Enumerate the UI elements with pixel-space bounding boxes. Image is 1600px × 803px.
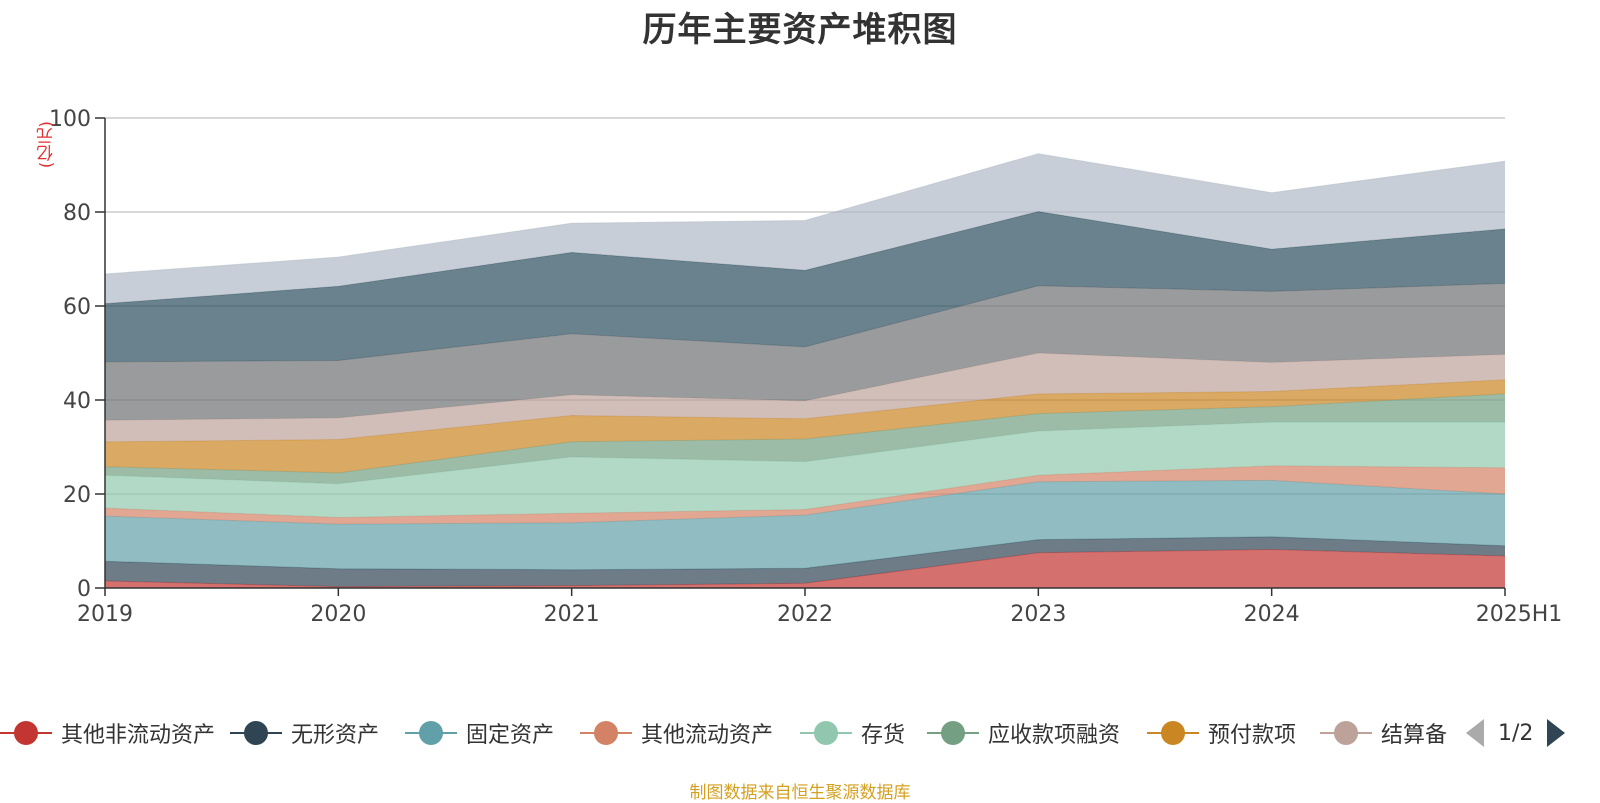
legend-item-8[interactable]: 结算备 <box>1320 715 1447 751</box>
y-tick-label-40: 40 <box>63 389 91 414</box>
legend-marker-icon <box>927 718 979 748</box>
legend-item-2[interactable]: 无形资产 <box>230 715 379 751</box>
area-series-2 <box>105 536 1505 587</box>
area-layer <box>104 153 1506 588</box>
legend-label: 应收款项融资 <box>988 723 1121 748</box>
legend-marker-icon <box>1147 718 1199 748</box>
legend-label: 无形资产 <box>291 723 380 748</box>
data-source-note: 制图数据来自恒生聚源数据库 <box>689 783 911 803</box>
area-series-11 <box>105 153 1505 304</box>
legend-marker-icon <box>580 718 632 748</box>
area-series-10 <box>105 211 1505 362</box>
legend-label: 存货 <box>861 723 906 748</box>
legend-label: 其他非流动资产 <box>61 723 216 748</box>
legend-marker-icon <box>1320 718 1372 748</box>
legend-label: 固定资产 <box>466 723 555 748</box>
x-tick-label-2024: 2024 <box>1244 602 1300 627</box>
legend-marker-icon <box>230 718 282 748</box>
x-tick-label-2025H1: 2025H1 <box>1476 602 1563 627</box>
area-series-9 <box>105 283 1505 421</box>
axis-layer: 0 20 40 60 80 100 2019 2020 2021 2022 2023 2024 2025… <box>49 107 1562 627</box>
y-tick-label-80: 80 <box>63 201 91 226</box>
legend: 其他非流动资产 无形资产 固定资产 其他流动资产 存货 应收款项融资 预付款项 结算备 1/2 <box>0 715 1600 755</box>
x-tick-label-2021: 2021 <box>544 602 600 627</box>
legend-label: 预付款项 <box>1208 723 1297 748</box>
x-tick-label-2020: 2020 <box>310 602 366 627</box>
legend-marker-icon <box>800 718 852 748</box>
area-series-1 <box>105 549 1505 588</box>
legend-next-page-button[interactable] <box>1547 719 1566 747</box>
area-series-4 <box>105 465 1505 525</box>
area-series-7 <box>105 379 1505 473</box>
y-axis-unit-label: (亿元) <box>37 121 57 169</box>
legend-items: 其他非流动资产 无形资产 固定资产 其他流动资产 存货 应收款项融资 预付款项 结算备 <box>0 715 1455 755</box>
x-tick-label-2019: 2019 <box>77 602 133 627</box>
chart-title: 历年主要资产堆积图 <box>642 10 958 50</box>
legend-item-1[interactable]: 其他非流动资产 <box>0 715 215 751</box>
legend-prev-page-button[interactable] <box>1466 719 1484 747</box>
area-series-6 <box>105 393 1505 484</box>
legend-pager: 1/2 <box>1466 715 1566 751</box>
legend-item-4[interactable]: 其他流动资产 <box>580 715 773 751</box>
legend-marker-icon <box>0 718 52 748</box>
y-tick-label-60: 60 <box>63 295 91 320</box>
x-tick-label-2022: 2022 <box>777 602 833 627</box>
y-tick-label-100: 100 <box>49 107 91 132</box>
stacked-area-chart: 0 20 40 60 80 100 2019 2020 2021 2022 2023 2024 2025… <box>49 107 1562 627</box>
y-tick-label-20: 20 <box>63 483 91 508</box>
x-tick-label-2023: 2023 <box>1010 602 1066 627</box>
legend-label: 结算备 <box>1381 723 1448 748</box>
area-series-3 <box>105 480 1505 570</box>
legend-marker-icon <box>405 718 457 748</box>
legend-item-5[interactable]: 存货 <box>800 715 905 751</box>
legend-label: 其他流动资产 <box>641 723 774 748</box>
legend-item-3[interactable]: 固定资产 <box>405 715 554 751</box>
area-series-8 <box>105 353 1505 442</box>
area-series-5 <box>105 422 1505 518</box>
area-edge-series-11 <box>104 153 1506 275</box>
legend-item-6[interactable]: 应收款项融资 <box>927 715 1120 751</box>
legend-page-indicator: 1/2 <box>1498 720 1534 746</box>
y-tick-label-0: 0 <box>77 577 91 602</box>
legend-item-7[interactable]: 预付款项 <box>1147 715 1296 751</box>
